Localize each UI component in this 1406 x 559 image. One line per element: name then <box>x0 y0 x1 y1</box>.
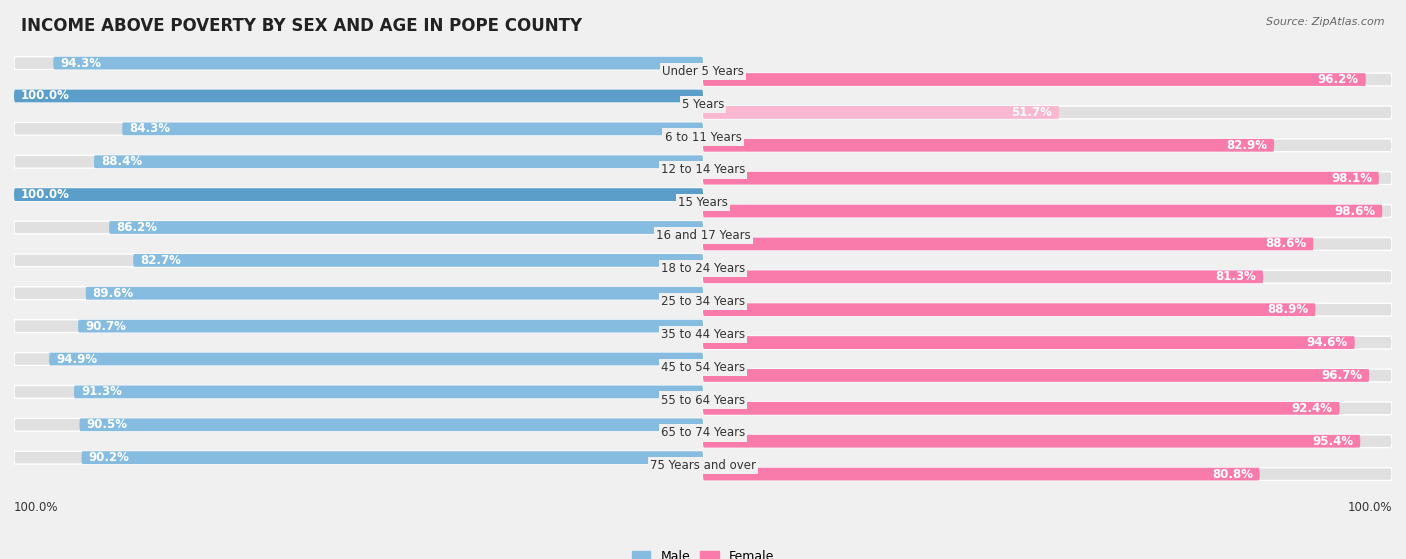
Text: 65 to 74 Years: 65 to 74 Years <box>661 427 745 439</box>
FancyBboxPatch shape <box>703 435 1392 448</box>
Text: 94.6%: 94.6% <box>1306 336 1348 349</box>
Text: 90.7%: 90.7% <box>84 320 127 333</box>
Text: 90.2%: 90.2% <box>89 451 129 464</box>
Text: 92.4%: 92.4% <box>1292 402 1333 415</box>
FancyBboxPatch shape <box>703 369 1392 382</box>
FancyBboxPatch shape <box>703 238 1392 250</box>
Text: 100.0%: 100.0% <box>21 89 70 102</box>
FancyBboxPatch shape <box>703 172 1392 184</box>
FancyBboxPatch shape <box>703 238 1313 250</box>
Text: 6 to 11 Years: 6 to 11 Years <box>665 131 741 144</box>
Text: 18 to 24 Years: 18 to 24 Years <box>661 262 745 275</box>
Text: 100.0%: 100.0% <box>14 501 59 514</box>
FancyBboxPatch shape <box>703 73 1365 86</box>
FancyBboxPatch shape <box>14 122 703 135</box>
FancyBboxPatch shape <box>14 418 703 431</box>
FancyBboxPatch shape <box>703 468 1392 481</box>
FancyBboxPatch shape <box>14 188 703 201</box>
Text: 88.9%: 88.9% <box>1267 303 1309 316</box>
FancyBboxPatch shape <box>703 205 1382 217</box>
Text: 96.2%: 96.2% <box>1317 73 1358 86</box>
Text: 96.7%: 96.7% <box>1322 369 1362 382</box>
Text: 94.3%: 94.3% <box>60 56 101 70</box>
FancyBboxPatch shape <box>703 304 1392 316</box>
Text: 82.7%: 82.7% <box>141 254 181 267</box>
FancyBboxPatch shape <box>703 304 1316 316</box>
Text: 88.6%: 88.6% <box>1265 238 1306 250</box>
FancyBboxPatch shape <box>703 139 1392 151</box>
FancyBboxPatch shape <box>703 73 1392 86</box>
FancyBboxPatch shape <box>134 254 703 267</box>
Text: Under 5 Years: Under 5 Years <box>662 65 744 78</box>
FancyBboxPatch shape <box>703 106 1392 119</box>
Text: 5 Years: 5 Years <box>682 98 724 111</box>
Text: 84.3%: 84.3% <box>129 122 170 135</box>
Text: 91.3%: 91.3% <box>82 385 122 399</box>
Text: 12 to 14 Years: 12 to 14 Years <box>661 163 745 177</box>
Text: 94.9%: 94.9% <box>56 353 97 366</box>
Text: 45 to 54 Years: 45 to 54 Years <box>661 361 745 374</box>
Text: 100.0%: 100.0% <box>1347 501 1392 514</box>
Text: 16 and 17 Years: 16 and 17 Years <box>655 229 751 242</box>
FancyBboxPatch shape <box>703 336 1355 349</box>
Text: 55 to 64 Years: 55 to 64 Years <box>661 394 745 406</box>
FancyBboxPatch shape <box>75 386 703 398</box>
FancyBboxPatch shape <box>14 188 703 201</box>
FancyBboxPatch shape <box>80 418 703 431</box>
Text: 98.6%: 98.6% <box>1334 205 1375 217</box>
FancyBboxPatch shape <box>14 287 703 300</box>
FancyBboxPatch shape <box>14 320 703 333</box>
FancyBboxPatch shape <box>14 353 703 366</box>
FancyBboxPatch shape <box>94 155 703 168</box>
Text: 25 to 34 Years: 25 to 34 Years <box>661 295 745 308</box>
FancyBboxPatch shape <box>14 221 703 234</box>
Legend: Male, Female: Male, Female <box>627 546 779 559</box>
FancyBboxPatch shape <box>14 89 703 102</box>
FancyBboxPatch shape <box>703 106 1059 119</box>
FancyBboxPatch shape <box>110 221 703 234</box>
FancyBboxPatch shape <box>122 122 703 135</box>
FancyBboxPatch shape <box>703 205 1392 217</box>
Text: Source: ZipAtlas.com: Source: ZipAtlas.com <box>1267 17 1385 27</box>
FancyBboxPatch shape <box>703 402 1392 415</box>
Text: INCOME ABOVE POVERTY BY SEX AND AGE IN POPE COUNTY: INCOME ABOVE POVERTY BY SEX AND AGE IN P… <box>21 17 582 35</box>
FancyBboxPatch shape <box>14 386 703 398</box>
Text: 15 Years: 15 Years <box>678 196 728 209</box>
FancyBboxPatch shape <box>53 56 703 69</box>
Text: 88.4%: 88.4% <box>101 155 142 168</box>
FancyBboxPatch shape <box>86 287 703 300</box>
FancyBboxPatch shape <box>14 56 703 69</box>
FancyBboxPatch shape <box>14 155 703 168</box>
FancyBboxPatch shape <box>703 468 1260 481</box>
FancyBboxPatch shape <box>703 435 1360 448</box>
FancyBboxPatch shape <box>703 271 1392 283</box>
FancyBboxPatch shape <box>14 451 703 464</box>
Text: 95.4%: 95.4% <box>1312 435 1354 448</box>
FancyBboxPatch shape <box>82 451 703 464</box>
FancyBboxPatch shape <box>703 402 1340 415</box>
FancyBboxPatch shape <box>703 139 1274 151</box>
FancyBboxPatch shape <box>703 369 1369 382</box>
Text: 82.9%: 82.9% <box>1226 139 1267 152</box>
FancyBboxPatch shape <box>79 320 703 333</box>
Text: 98.1%: 98.1% <box>1331 172 1372 184</box>
FancyBboxPatch shape <box>703 271 1263 283</box>
Text: 89.6%: 89.6% <box>93 287 134 300</box>
Text: 100.0%: 100.0% <box>21 188 70 201</box>
FancyBboxPatch shape <box>703 172 1379 184</box>
FancyBboxPatch shape <box>49 353 703 366</box>
Text: 75 Years and over: 75 Years and over <box>650 459 756 472</box>
Text: 51.7%: 51.7% <box>1011 106 1052 119</box>
FancyBboxPatch shape <box>14 254 703 267</box>
Text: 80.8%: 80.8% <box>1212 467 1253 481</box>
Text: 35 to 44 Years: 35 to 44 Years <box>661 328 745 341</box>
Text: 86.2%: 86.2% <box>117 221 157 234</box>
FancyBboxPatch shape <box>703 336 1392 349</box>
Text: 90.5%: 90.5% <box>86 418 128 432</box>
Text: 81.3%: 81.3% <box>1215 271 1256 283</box>
FancyBboxPatch shape <box>14 89 703 102</box>
